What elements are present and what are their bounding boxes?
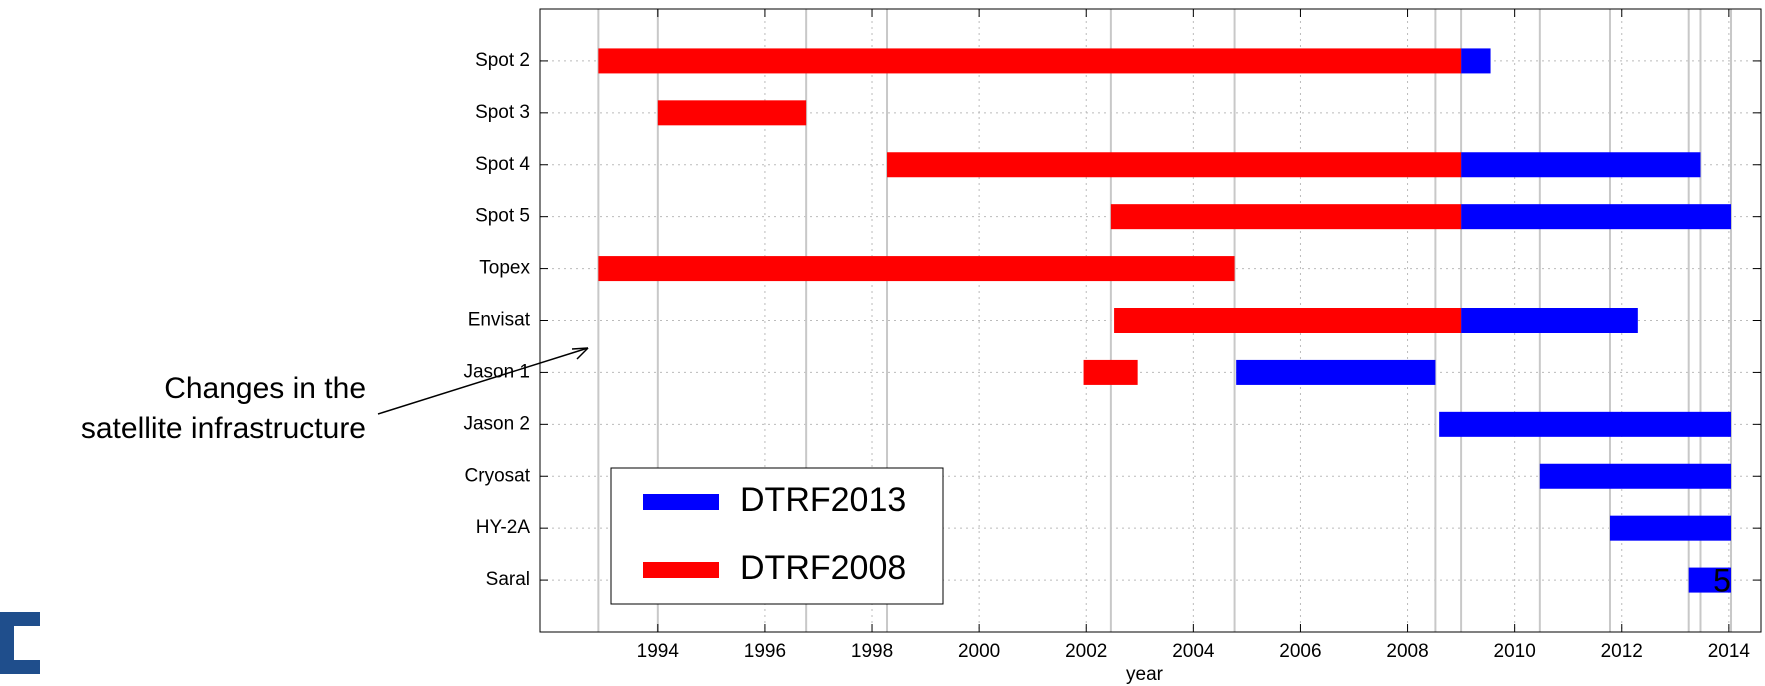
x-tick-label: 2012 <box>1601 641 1643 662</box>
y-tick-label: Spot 2 <box>475 50 530 71</box>
y-tick-label: Spot 5 <box>475 206 530 227</box>
bar <box>1461 308 1638 333</box>
y-tick-label: Spot 4 <box>475 154 530 175</box>
bar <box>1114 308 1462 333</box>
y-tick-label: Saral <box>486 569 530 590</box>
bar <box>1110 204 1462 230</box>
bar <box>598 48 1462 74</box>
bar <box>657 100 807 126</box>
annotation-arrow <box>377 347 589 415</box>
x-tick-label: 2010 <box>1494 641 1536 662</box>
bar <box>1461 204 1732 230</box>
bar <box>1688 567 1732 593</box>
x-tick-label: 2006 <box>1279 641 1321 662</box>
legend-box <box>610 467 944 605</box>
bar <box>1461 152 1701 178</box>
annotation: Changes in the <box>164 372 366 405</box>
y-tick-label: Jason 2 <box>463 413 530 434</box>
x-tick-label: 2008 <box>1386 641 1428 662</box>
legend-label: DTRF2013 <box>740 481 906 519</box>
bar <box>887 152 1462 178</box>
x-tick-label: 1996 <box>744 641 786 662</box>
logo-fragment <box>0 612 40 674</box>
x-tick-label: 2000 <box>958 641 1000 662</box>
legend-label: DTRF2008 <box>740 549 906 587</box>
annotation-arrowhead <box>571 347 589 360</box>
x-axis-label: year <box>1126 664 1164 685</box>
bar <box>1439 411 1732 437</box>
bar <box>1609 515 1732 541</box>
y-tick-label: Envisat <box>468 310 531 331</box>
bar <box>1083 359 1138 385</box>
x-tick-label: 1994 <box>637 641 680 662</box>
page-number: 5 <box>1713 562 1731 598</box>
y-tick-label: Jason 1 <box>463 361 530 382</box>
y-tick-label: Spot 3 <box>475 102 530 123</box>
bar <box>598 256 1235 282</box>
bar <box>1236 359 1436 385</box>
y-tick-label: Topex <box>479 258 530 279</box>
x-tick-label: 2002 <box>1065 641 1107 662</box>
x-tick-label: 2014 <box>1708 641 1751 662</box>
y-tick-label: Cryosat <box>465 465 531 486</box>
x-tick-label: 2004 <box>1172 641 1215 662</box>
y-tick-label: HY-2A <box>476 517 531 538</box>
annotation: satellite infrastructure <box>81 412 366 445</box>
bar <box>1539 463 1732 489</box>
bar <box>1461 48 1491 74</box>
x-tick-label: 1998 <box>851 641 893 662</box>
